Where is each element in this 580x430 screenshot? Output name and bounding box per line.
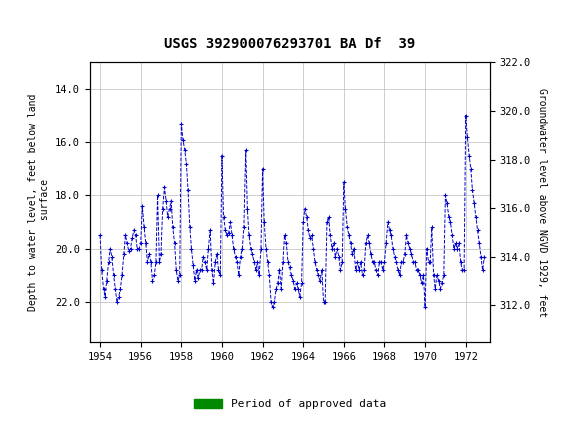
Text: USGS 392900076293701 BA Df  39: USGS 392900076293701 BA Df 39: [164, 37, 416, 51]
Legend: Period of approved data: Period of approved data: [190, 395, 390, 414]
Y-axis label: Depth to water level, feet below land
 surface: Depth to water level, feet below land su…: [28, 93, 50, 311]
Y-axis label: Groundwater level above NGVD 1929, feet: Groundwater level above NGVD 1929, feet: [536, 88, 546, 316]
Text: ▒USGS: ▒USGS: [9, 18, 78, 36]
